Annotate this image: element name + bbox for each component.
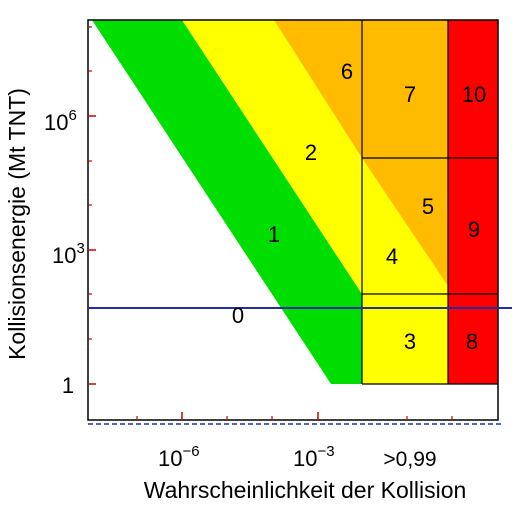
region-label-8: 8	[466, 329, 478, 354]
region-label-4: 4	[386, 244, 398, 269]
y-tick-label-1e6: 106	[44, 107, 77, 135]
x-tick-label-certain: >0,99	[383, 448, 436, 471]
region-label-0: 0	[232, 303, 244, 328]
x-tick-label-1e-3: 10−3	[293, 443, 335, 471]
region-5-block	[362, 158, 448, 286]
y-tick-label-1: 1	[62, 373, 74, 398]
y-axis-label: Kollisionsenergie (Mt TNT)	[4, 88, 30, 360]
x-axis-label: Wahrscheinlichkeit der Kollision	[144, 477, 467, 503]
plot-frame	[87, 19, 499, 421]
region-label-7: 7	[404, 82, 416, 107]
region-label-6: 6	[341, 59, 353, 84]
region-1-band	[92, 20, 362, 384]
region-6-band	[274, 20, 362, 158]
region-label-3: 3	[404, 329, 416, 354]
y-tick-label-1e3: 103	[52, 240, 85, 268]
x-tick-label-1e-6: 10−6	[158, 443, 200, 471]
region-2-band	[182, 20, 362, 294]
region-label-10: 10	[462, 82, 486, 107]
region-10-block	[448, 20, 498, 158]
region-label-9: 9	[468, 217, 480, 242]
region-label-1: 1	[268, 222, 280, 247]
region-label-2: 2	[305, 140, 317, 165]
region-label-5: 5	[422, 194, 434, 219]
region-9-block	[448, 158, 498, 294]
region-7-block	[362, 20, 448, 158]
